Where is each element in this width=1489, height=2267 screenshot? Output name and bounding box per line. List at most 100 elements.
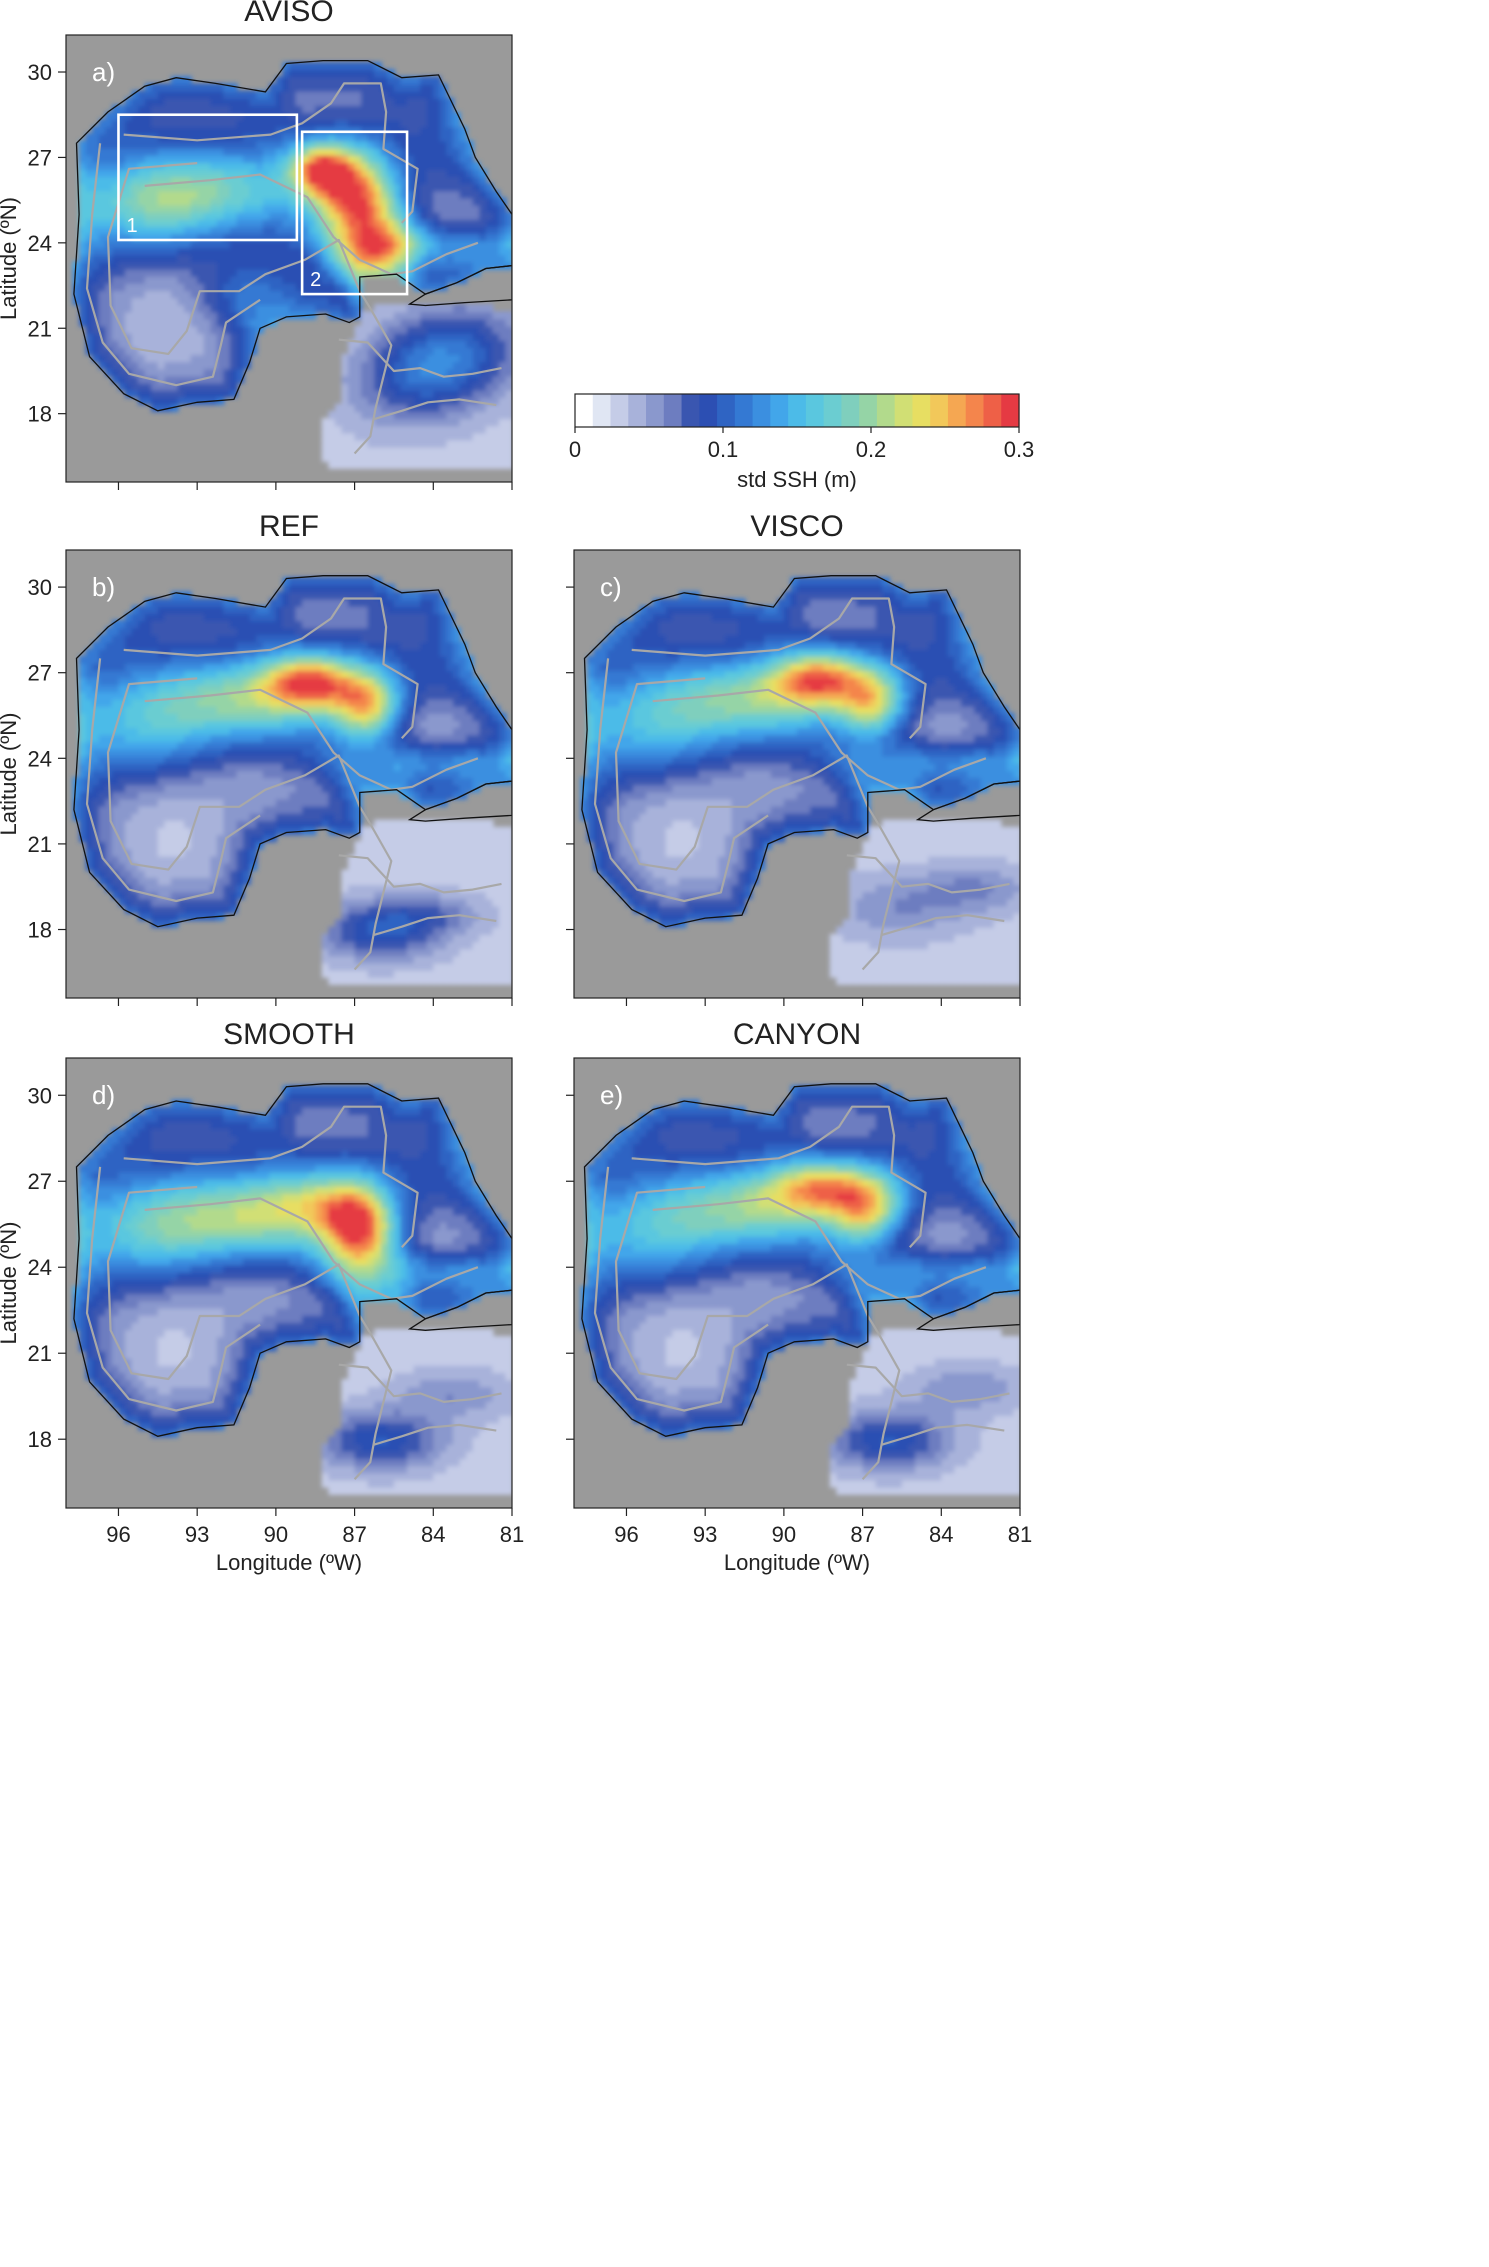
x-axis-label: Longitude (ºW) (216, 1550, 362, 1575)
x-tick-label: 96 (614, 1522, 638, 1547)
colorbar-swatch (699, 394, 718, 427)
x-tick-label: 81 (500, 1522, 524, 1547)
y-tick-label: 18 (28, 918, 52, 943)
colorbar-swatch (717, 394, 736, 427)
x-tick-label: 93 (693, 1522, 717, 1547)
panel-label: d) (92, 1080, 115, 1110)
ssh-field (580, 1085, 1020, 1495)
region-box-1 (117, 113, 299, 242)
isobath-line (106, 1185, 393, 1481)
colorbar: 0 0.1 0.2 0.3 std SSH (m) (569, 393, 1034, 492)
region-box-label: 1 (126, 215, 137, 237)
isobath-line (846, 1363, 1010, 1403)
coastline (407, 264, 512, 307)
isobaths (593, 597, 1010, 971)
isobath-line (338, 1363, 502, 1403)
panel-e: e) CANYON 96 93 90 87 84 81 Longitude (ºW) (566, 1018, 1032, 1575)
y-tick-label: 27 (28, 661, 52, 686)
isobath-line (85, 143, 261, 387)
colorbar-swatch (575, 394, 594, 427)
panel-title: SMOOTH (223, 1018, 355, 1051)
isobath-line (372, 914, 497, 937)
x-tick-label: 84 (421, 1522, 445, 1547)
panel-frame (573, 549, 1021, 999)
ssh-field (580, 577, 1020, 985)
isobath-line (338, 338, 502, 378)
isobath-line (372, 398, 497, 421)
colorbar-swatch (841, 394, 860, 427)
panel-a: a) AVISO 30 27 24 21 18 Latitude (ºN) 1 2 (0, 0, 513, 490)
y-tick-label: 21 (28, 1341, 52, 1366)
x-tick-label: 87 (850, 1522, 874, 1547)
panel-d: d) SMOOTH 96 93 90 87 84 81 30 27 24 21 18 Longitude … (0, 1018, 524, 1575)
panel-label: e) (600, 1080, 623, 1110)
isobath-line (106, 677, 393, 971)
panel-title: VISCO (750, 510, 843, 543)
panel-frame (65, 1057, 513, 1509)
colorbar-tick-label: 0.1 (708, 437, 739, 462)
y-tick-label: 24 (28, 1255, 52, 1280)
isobath-line (85, 658, 261, 903)
isobath-line (614, 1185, 901, 1481)
y-tick-label: 24 (28, 746, 52, 771)
y-tick-label: 21 (28, 832, 52, 857)
colorbar-swatch (805, 394, 825, 427)
isobath-line (106, 162, 393, 455)
colorbar-swatch (628, 394, 647, 427)
y-axis-label: Latitude (ºN) (0, 1222, 21, 1345)
y-tick-label: 21 (28, 316, 52, 341)
panel-frame (573, 1057, 1021, 1509)
x-tick-label: 90 (264, 1522, 288, 1547)
isobath-line (631, 1105, 927, 1248)
colorbar-swatch (912, 394, 931, 427)
isobath-line (144, 173, 479, 276)
colorbar-tick-label: 0.2 (856, 437, 887, 462)
ssh-field (72, 577, 512, 985)
colorbar-swatch (646, 394, 665, 427)
y-tick-label: 24 (28, 231, 52, 256)
coastline (915, 1289, 1020, 1331)
panel-title: CANYON (733, 1018, 861, 1051)
panel-label: a) (92, 57, 115, 87)
panel-c: c) VISCO (566, 510, 1021, 1006)
isobath-line (144, 688, 479, 791)
colorbar-swatch (734, 394, 754, 427)
isobath-line (593, 1166, 769, 1412)
coastline (915, 780, 1020, 822)
isobath-line (880, 1423, 1005, 1446)
colorbar-swatch (947, 394, 967, 427)
x-tick-label: 90 (772, 1522, 796, 1547)
ssh-field (72, 62, 512, 469)
panels-layer: a) AVISO 30 27 24 21 18 Latitude (ºN) 1 2 b) REF 30 2… (0, 0, 1032, 1575)
region-box-2 (300, 130, 409, 296)
panel-title: AVISO (244, 0, 333, 28)
x-tick-label: 81 (1008, 1522, 1032, 1547)
x-tick-label: 93 (185, 1522, 209, 1547)
isobath-line (123, 82, 419, 224)
colorbar-swatch (1001, 394, 1020, 427)
panel-title: REF (259, 510, 319, 543)
colorbar-swatch (770, 394, 789, 427)
y-tick-label: 30 (28, 575, 52, 600)
panel-b: b) REF 30 27 24 21 18 Latitude (ºN) (0, 510, 513, 1006)
y-tick-label: 30 (28, 1083, 52, 1108)
colorbar-tick-label: 0 (569, 437, 581, 462)
y-tick-label: 18 (28, 402, 52, 427)
isobath-line (880, 914, 1005, 937)
colorbar-swatch (788, 394, 807, 427)
isobaths (85, 82, 502, 455)
y-tick-label: 30 (28, 60, 52, 85)
panel-label: b) (92, 572, 115, 602)
isobath-line (652, 1197, 987, 1300)
isobath-line (85, 1166, 261, 1412)
isobaths (593, 1105, 1010, 1481)
colorbar-label: std SSH (m) (737, 467, 857, 492)
colorbar-swatch (663, 394, 683, 427)
isobath-line (614, 677, 901, 971)
isobath-line (593, 658, 769, 903)
colorbar-swatch (859, 394, 878, 427)
x-axis-label: Longitude (ºW) (724, 1550, 870, 1575)
colorbar-swatch (894, 394, 914, 427)
region-box-label: 2 (310, 269, 321, 291)
